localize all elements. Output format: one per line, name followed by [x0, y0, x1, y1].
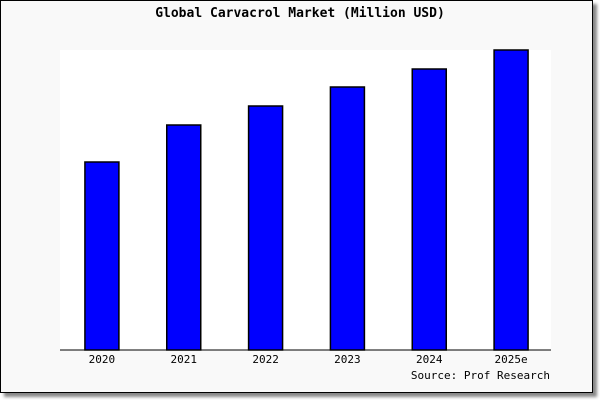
x-tick-label: 2020 [89, 353, 116, 366]
x-tick-label: 2024 [416, 353, 443, 366]
x-tick-label: 2021 [171, 353, 198, 366]
x-tick-label: 2023 [334, 353, 361, 366]
bar-2025e [493, 49, 529, 351]
bar-2024 [411, 68, 447, 351]
x-tick-label: 2025e [495, 353, 528, 366]
bar-2020 [84, 161, 120, 351]
x-tick-label: 2022 [252, 353, 279, 366]
bar-2023 [329, 86, 366, 351]
plot-area [60, 50, 551, 350]
bar-2021 [166, 124, 202, 351]
bar-2022 [247, 105, 284, 351]
chart-title: Global Carvacrol Market (Million USD) [155, 6, 445, 21]
source-note: Source: Prof Research [410, 369, 550, 382]
